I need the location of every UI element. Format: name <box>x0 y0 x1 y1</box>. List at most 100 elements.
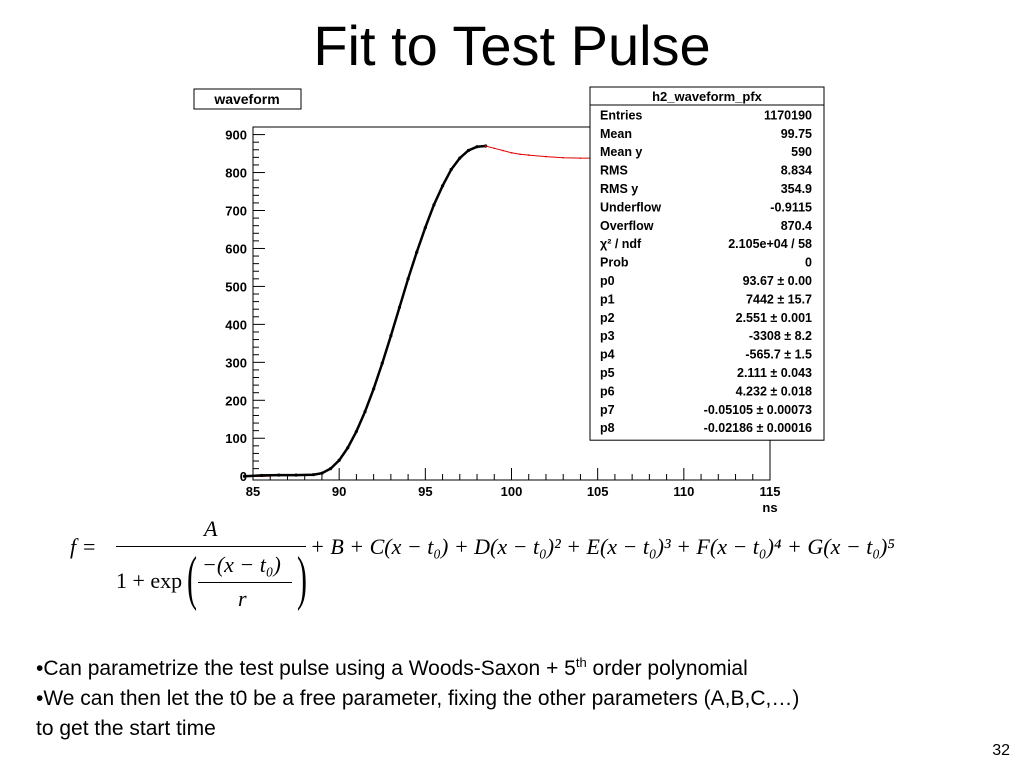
stats-row-label: Prob <box>600 256 629 270</box>
stats-row-value: 1170190 <box>764 108 812 122</box>
y-tick-label: 900 <box>225 128 247 143</box>
series-point <box>242 474 246 478</box>
stats-row-value: 0 <box>805 256 812 270</box>
series-point <box>423 225 427 230</box>
stats-row-label: Mean <box>600 127 632 141</box>
fit-formula: f = A 1 + exp ( −(x − t₀) r ) + B + C(x … <box>70 512 990 622</box>
stats-row-label: p7 <box>600 403 615 417</box>
formula-inner-numerator: −(x − t₀) <box>202 552 281 577</box>
page-number: 32 <box>992 742 1010 759</box>
stats-row-label: p4 <box>600 348 615 362</box>
series-point <box>545 155 547 158</box>
series-point <box>415 250 419 254</box>
stats-row-label: Mean y <box>600 145 642 159</box>
series-point <box>510 152 513 154</box>
series-point <box>458 156 462 160</box>
series-point <box>440 184 445 188</box>
series-point <box>466 148 471 153</box>
stats-row-value: 7442 ± 15.7 <box>746 292 812 306</box>
series-point <box>354 429 358 434</box>
formula-inner-denominator: r <box>238 586 247 611</box>
series-point <box>432 203 436 207</box>
series-point <box>406 277 410 281</box>
formula-paren-left: ( <box>186 545 197 611</box>
series-point <box>328 467 333 471</box>
stats-box-title: h2_waveform_pfx <box>652 89 763 104</box>
stats-row-label: p5 <box>600 366 615 380</box>
y-tick-label: 200 <box>225 393 247 408</box>
formula-lhs: f = <box>70 534 97 559</box>
bullet-item-2: •We can then let the t0 be a free parame… <box>36 687 800 710</box>
stats-row-value: 93.67 ± 0.00 <box>743 274 812 288</box>
stats-row-value: -3308 ± 8.2 <box>749 329 812 343</box>
bullet-item-2-continuation: to get the start time <box>36 717 216 740</box>
x-tick-label: 105 <box>587 484 609 499</box>
slide-title: Fit to Test Pulse <box>313 14 711 77</box>
stats-row-label: p6 <box>600 384 615 398</box>
stats-row-value: -0.05105 ± 0.00073 <box>704 403 812 417</box>
bullet-list: •Can parametrize the test pulse using a … <box>36 648 996 744</box>
stats-row-value: -0.9115 <box>770 200 812 214</box>
series-point <box>277 473 281 477</box>
series-point <box>311 473 315 477</box>
stats-row-value: 4.232 ± 0.018 <box>736 384 812 398</box>
stats-row-label: Overflow <box>600 219 654 233</box>
y-tick-label: 600 <box>225 241 247 256</box>
y-tick-label: 100 <box>225 431 247 446</box>
series-point <box>493 147 496 150</box>
formula-numerator: A <box>204 516 218 541</box>
y-tick-label: 300 <box>225 355 247 370</box>
stats-row-label: p0 <box>600 274 615 288</box>
stats-row-label: Underflow <box>600 200 661 214</box>
stats-row-value: 99.75 <box>781 127 812 141</box>
y-tick-label: 400 <box>225 317 247 332</box>
series-point <box>337 458 341 462</box>
formula-fraction-bar <box>116 546 306 547</box>
chart-title: waveform <box>213 91 279 107</box>
series-point <box>389 334 393 338</box>
x-tick-label: 100 <box>501 484 523 499</box>
formula-paren-right: ) <box>296 545 307 611</box>
bullet-1-superscript: th <box>575 655 587 670</box>
stats-row-value: 354.9 <box>781 182 812 196</box>
stats-row-label: RMS <box>600 164 628 178</box>
stats-row-value: 2.111 ± 0.043 <box>737 366 812 380</box>
stats-row-value: -0.02186 ± 0.00016 <box>704 421 812 435</box>
series-point <box>475 145 479 149</box>
stats-row-label: Entries <box>600 108 642 122</box>
x-tick-label: 95 <box>418 484 432 499</box>
stats-row-label: RMS y <box>600 182 638 196</box>
series-point <box>372 387 376 391</box>
stats-row-label: p2 <box>600 311 615 325</box>
bullet-1-text: •Can parametrize the test pulse using a … <box>36 657 576 680</box>
series-point <box>579 157 582 159</box>
series-point <box>320 471 324 475</box>
stats-row-label: χ² / ndf <box>600 237 642 251</box>
stats-box <box>589 86 825 441</box>
formula-denominator-prefix: 1 + exp <box>116 568 183 593</box>
x-tick-label: 115 <box>760 484 781 499</box>
stats-row-label: p3 <box>600 329 615 343</box>
bullet-item-1: •Can parametrize the test pulse using a … <box>36 648 996 684</box>
series-point <box>260 473 264 478</box>
x-tick-label: 110 <box>673 484 694 499</box>
x-tick-label: 85 <box>246 484 260 499</box>
series-point <box>363 410 367 414</box>
x-axis-label: ns <box>762 500 777 515</box>
stats-row-value: -565.7 ± 1.5 <box>745 348 812 362</box>
series-point <box>380 361 384 365</box>
x-tick-label: 90 <box>332 484 346 499</box>
stats-row-value: 2.105e+04 / 58 <box>728 237 812 251</box>
stats-row-value: 2.551 ± 0.001 <box>736 311 812 325</box>
series-point <box>562 156 564 159</box>
series-point <box>346 446 350 450</box>
y-tick-label: 800 <box>225 166 247 181</box>
series-point <box>502 149 504 152</box>
stats-row-label: p8 <box>600 421 615 435</box>
series-point <box>397 305 402 309</box>
series-point <box>449 167 453 172</box>
series-point <box>294 473 298 477</box>
bullet-1-end: order polynomial <box>586 657 748 680</box>
formula-inner-bar <box>198 582 292 583</box>
